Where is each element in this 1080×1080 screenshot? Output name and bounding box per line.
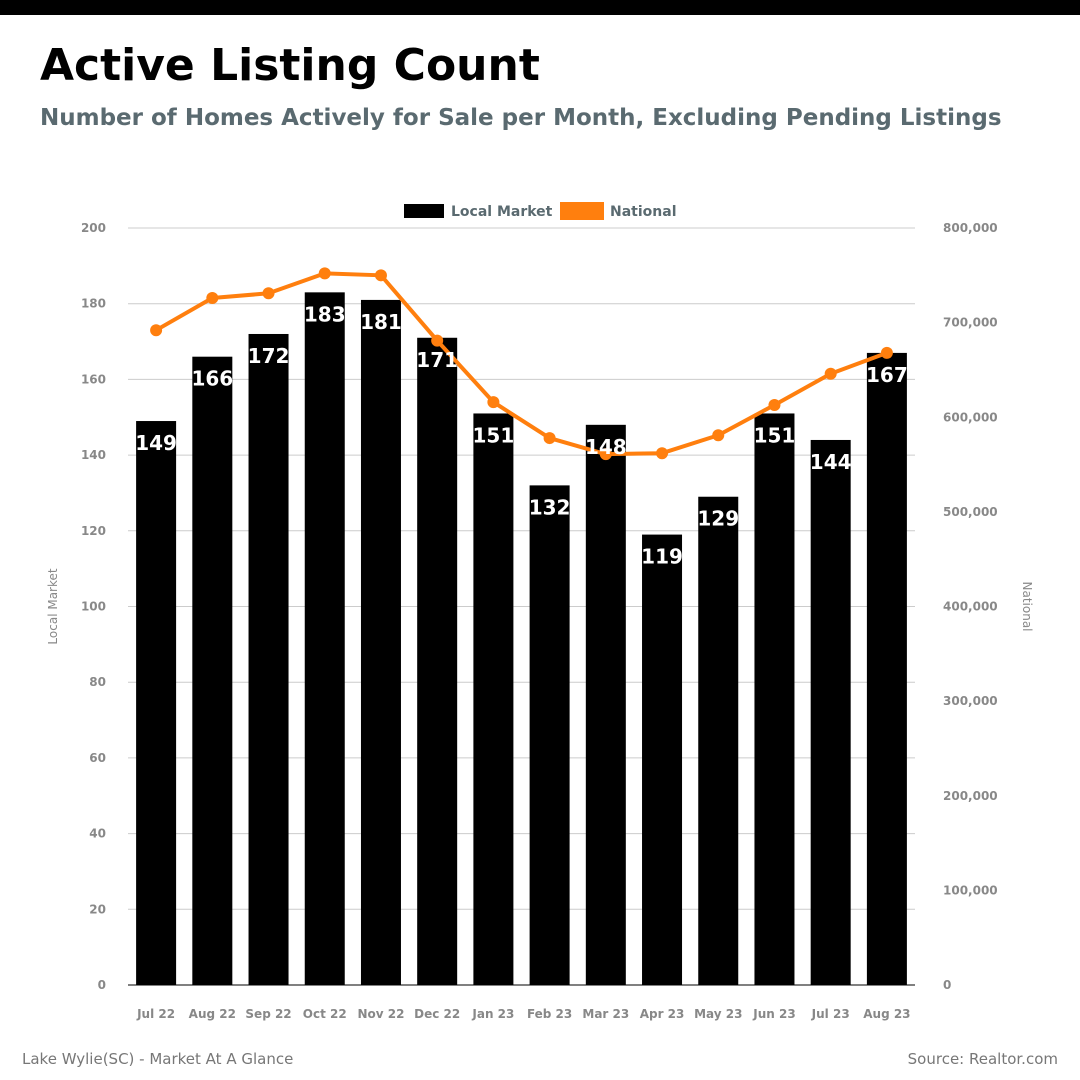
bar	[473, 413, 514, 986]
bar	[360, 299, 401, 985]
national-point	[206, 292, 219, 305]
footer-market: Lake Wylie(SC) - Market At A Glance	[22, 1050, 294, 1068]
x-tick-label: Aug 23	[863, 1007, 910, 1021]
x-tick-label: Jun 23	[752, 1007, 795, 1021]
y-axis-title-left: Local Market	[46, 568, 60, 644]
y-tick-label-left: 160	[81, 372, 106, 386]
national-line	[155, 271, 888, 457]
national-point	[318, 267, 331, 280]
bar	[417, 337, 458, 985]
x-tick-label: Jul 22	[136, 1007, 175, 1021]
x-tick-label: Oct 22	[303, 1007, 347, 1021]
bar-value-label: 166	[191, 367, 233, 391]
bar-value-label: 167	[866, 363, 908, 387]
bar-value-label: 151	[754, 423, 796, 447]
legend-label-national: National	[610, 204, 677, 220]
bar-value-label: 172	[248, 344, 290, 368]
x-tick-label: Jan 23	[471, 1007, 514, 1021]
bar	[754, 413, 795, 986]
x-tick-label: Dec 22	[414, 1007, 460, 1021]
x-tick-label: Feb 23	[527, 1007, 572, 1021]
bar-value-label: 149	[135, 431, 177, 455]
bar-value-label: 148	[585, 435, 627, 459]
y-tick-label-right: 300,000	[943, 694, 998, 708]
y-tick-label-left: 80	[89, 675, 106, 689]
bar	[192, 356, 233, 985]
y-tick-label-right: 700,000	[943, 316, 998, 330]
y-tick-label-right: 500,000	[943, 505, 998, 519]
y-tick-label-left: 60	[89, 751, 106, 765]
page-subtitle: Number of Homes Actively for Sale per Mo…	[40, 105, 1002, 131]
bar	[585, 424, 626, 985]
national-point	[374, 269, 387, 282]
bar	[866, 352, 907, 985]
national-point	[712, 429, 725, 442]
bar-value-label: 144	[810, 450, 852, 474]
national-point	[487, 396, 500, 409]
bar-value-label: 183	[304, 302, 346, 326]
y-tick-label-left: 120	[81, 524, 106, 538]
bar	[529, 485, 570, 985]
legend-swatch-local	[404, 204, 444, 218]
bar	[642, 534, 683, 985]
y-axis-title-right: National	[1020, 581, 1034, 631]
bar	[304, 292, 345, 986]
y-tick-label-right: 800,000	[943, 221, 998, 235]
x-tick-label: Nov 22	[357, 1007, 404, 1021]
y-tick-label-left: 20	[89, 902, 106, 916]
x-tick-label: Aug 22	[189, 1007, 236, 1021]
national-point	[150, 324, 163, 337]
legend-swatch-national	[560, 202, 604, 220]
x-tick-label: Sep 22	[245, 1007, 291, 1021]
y-tick-label-left: 0	[98, 978, 106, 992]
y-tick-label-right: 200,000	[943, 789, 998, 803]
national-point	[599, 448, 612, 461]
y-tick-label-right: 0	[943, 978, 951, 992]
y-tick-label-right: 400,000	[943, 600, 998, 614]
y-tick-label-left: 100	[81, 600, 106, 614]
national-point	[431, 334, 444, 347]
national-point	[543, 432, 556, 445]
bar-value-label: 132	[529, 495, 571, 519]
legend-label-local: Local Market	[451, 204, 553, 220]
x-tick-label: Mar 23	[582, 1007, 629, 1021]
bar-value-label: 119	[641, 545, 683, 569]
y-tick-label-right: 600,000	[943, 410, 998, 424]
footer-source: Source: Realtor.com	[907, 1050, 1058, 1068]
bar-value-label: 181	[360, 310, 402, 334]
national-point	[880, 346, 893, 359]
bar-value-label: 151	[473, 423, 515, 447]
national-point	[768, 398, 781, 411]
y-tick-label-left: 140	[81, 448, 106, 462]
national-point	[824, 367, 837, 380]
bar	[810, 439, 851, 986]
bar-value-label: 171	[416, 348, 458, 372]
page-title: Active Listing Count	[40, 40, 540, 91]
y-tick-label-left: 40	[89, 827, 106, 841]
national-point	[262, 287, 275, 300]
x-tick-label: Jul 23	[811, 1007, 850, 1021]
bar	[698, 496, 739, 985]
y-tick-label-left: 200	[81, 221, 106, 235]
national-point	[656, 447, 669, 460]
top-bar	[0, 0, 1080, 15]
bar-value-label: 129	[697, 507, 739, 531]
y-tick-label-right: 100,000	[943, 883, 998, 897]
x-tick-label: May 23	[694, 1007, 742, 1021]
y-tick-label-left: 180	[81, 297, 106, 311]
bar	[136, 421, 177, 985]
bar	[248, 333, 289, 986]
x-tick-label: Apr 23	[640, 1007, 685, 1021]
